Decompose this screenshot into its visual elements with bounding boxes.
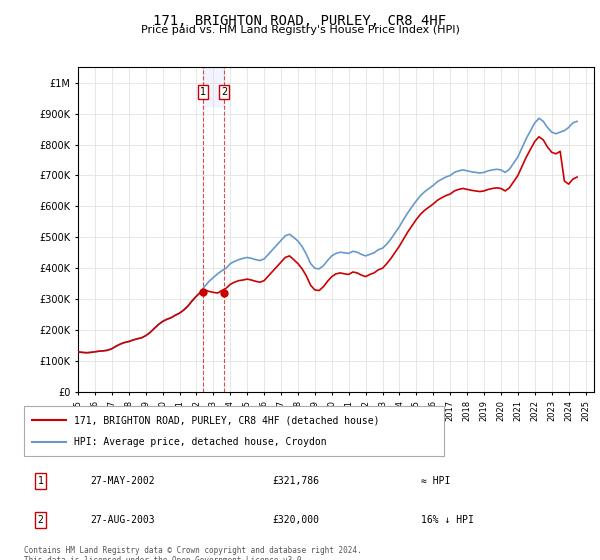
Text: 27-AUG-2003: 27-AUG-2003 xyxy=(90,515,155,525)
Text: 171, BRIGHTON ROAD, PURLEY, CR8 4HF (detached house): 171, BRIGHTON ROAD, PURLEY, CR8 4HF (det… xyxy=(74,415,380,425)
Text: Contains HM Land Registry data © Crown copyright and database right 2024.
This d: Contains HM Land Registry data © Crown c… xyxy=(24,546,362,560)
Text: Price paid vs. HM Land Registry's House Price Index (HPI): Price paid vs. HM Land Registry's House … xyxy=(140,25,460,35)
Text: 2: 2 xyxy=(38,515,43,525)
Text: £320,000: £320,000 xyxy=(272,515,319,525)
FancyBboxPatch shape xyxy=(24,406,444,456)
Text: 1: 1 xyxy=(200,87,206,97)
Text: £321,786: £321,786 xyxy=(272,476,319,486)
Bar xyxy=(203,67,224,106)
Text: ≈ HPI: ≈ HPI xyxy=(421,476,451,486)
Text: 16% ↓ HPI: 16% ↓ HPI xyxy=(421,515,475,525)
Text: 171, BRIGHTON ROAD, PURLEY, CR8 4HF: 171, BRIGHTON ROAD, PURLEY, CR8 4HF xyxy=(154,14,446,28)
Text: 1: 1 xyxy=(38,476,43,486)
Text: 2: 2 xyxy=(221,87,227,97)
Text: 27-MAY-2002: 27-MAY-2002 xyxy=(90,476,155,486)
Text: HPI: Average price, detached house, Croydon: HPI: Average price, detached house, Croy… xyxy=(74,437,327,447)
